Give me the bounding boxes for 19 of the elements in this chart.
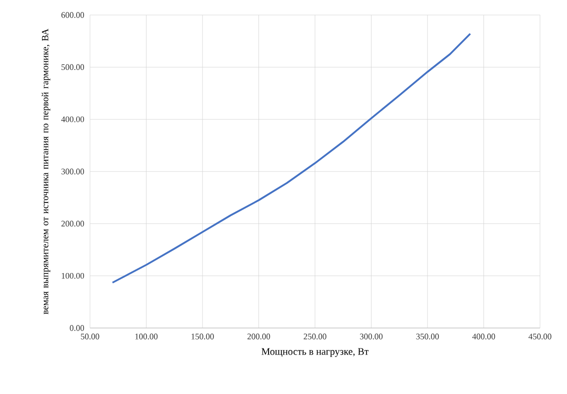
x-tick-label: 400.00 (472, 334, 496, 340)
y-tick-label: 400.00 (61, 116, 84, 122)
y-axis-title: вемая выпрямителем от источника питания по первой гармонике, ВА (42, 28, 50, 314)
y-tick-label: 200.00 (61, 220, 84, 227)
y-tick-label: 0.00 (70, 325, 84, 331)
y-tick-label: 500.00 (62, 64, 84, 70)
x-tick-label: 250.00 (304, 334, 326, 340)
x-tick-label: 300.00 (360, 334, 383, 340)
line-series (112, 32, 472, 284)
x-tick-label: 200.00 (247, 334, 270, 340)
x-tick-label: 150.00 (192, 334, 214, 340)
y-tick-label: 300.00 (61, 168, 84, 174)
x-tick-label: 100.00 (135, 334, 158, 340)
x-tick-label: 50.00 (80, 334, 100, 340)
y-tick-label: 600.00 (61, 12, 84, 18)
y-tick-label: 100.00 (62, 272, 84, 279)
x-tick-label: 350.00 (416, 334, 439, 340)
x-axis-title: Мощность в нагрузке, Вт (262, 348, 369, 357)
x-tick-label: 450.00 (528, 334, 552, 340)
